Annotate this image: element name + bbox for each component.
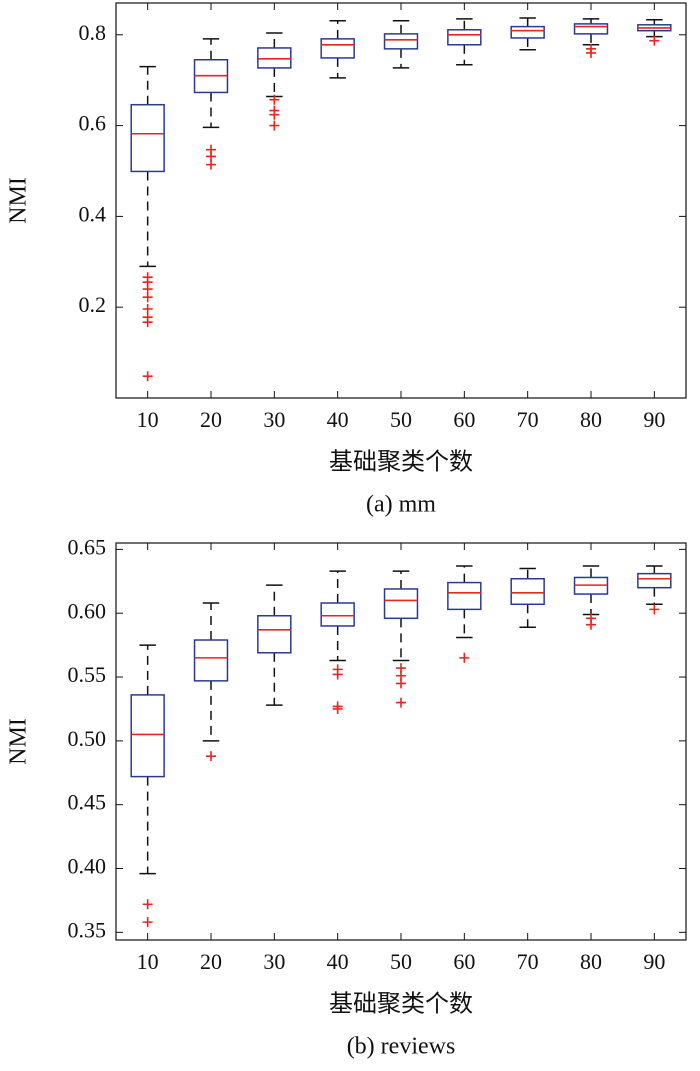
outlier — [396, 678, 406, 689]
x-tick-label: 20 — [200, 949, 222, 974]
box — [447, 581, 482, 611]
y-tick-label: 0.45 — [68, 790, 107, 815]
x-tick-label: 60 — [453, 407, 475, 432]
box — [257, 615, 292, 654]
outlier — [332, 703, 343, 714]
box — [383, 33, 419, 50]
box — [383, 588, 419, 620]
x-tick-label: 50 — [390, 949, 412, 974]
outlier — [206, 751, 216, 762]
y-tick-label: 0.8 — [79, 20, 107, 45]
y-axis-label: NMI — [6, 718, 32, 765]
outlier — [142, 371, 153, 382]
box — [510, 577, 545, 606]
caption: (b) reviews — [347, 1034, 456, 1060]
box — [573, 23, 609, 35]
box — [510, 25, 545, 39]
box — [130, 694, 165, 778]
caption: (a) mm — [366, 492, 436, 518]
outlier — [142, 317, 153, 328]
x-axis-label: 基础聚类个数 — [329, 449, 473, 476]
y-tick-label: 0.50 — [68, 726, 107, 751]
outlier — [332, 669, 343, 680]
outlier — [586, 47, 596, 58]
outlier — [269, 120, 280, 131]
x-tick-label: 80 — [580, 949, 602, 974]
y-tick-label: 0.65 — [68, 534, 107, 559]
box — [637, 572, 672, 589]
outlier — [649, 35, 660, 46]
x-tick-label: 40 — [327, 949, 349, 974]
x-tick-label: 50 — [390, 407, 412, 432]
x-tick-label: 90 — [643, 407, 665, 432]
y-tick-label: 0.35 — [68, 917, 107, 942]
x-tick-label: 30 — [263, 407, 285, 432]
x-tick-label: 70 — [517, 407, 539, 432]
box — [447, 29, 482, 46]
x-tick-label: 10 — [137, 949, 159, 974]
outlier — [269, 109, 280, 120]
box — [320, 602, 355, 627]
y-tick-label: 0.4 — [79, 201, 107, 226]
outlier — [396, 697, 406, 708]
x-axis-label: 基础聚类个数 — [329, 991, 473, 1018]
y-tick-label: 0.2 — [79, 292, 107, 317]
y-tick-label: 0.6 — [79, 111, 107, 136]
box — [320, 38, 355, 59]
outlier — [206, 159, 216, 170]
x-tick-label: 80 — [580, 407, 602, 432]
outlier — [649, 604, 660, 615]
x-tick-label: 10 — [137, 407, 159, 432]
y-axis-label: NMI — [6, 177, 32, 224]
x-tick-label: 60 — [453, 949, 475, 974]
outlier — [459, 652, 470, 663]
outlier — [142, 917, 153, 928]
x-tick-label: 20 — [200, 407, 222, 432]
x-tick-label: 90 — [643, 949, 665, 974]
y-tick-label: 0.55 — [68, 662, 107, 687]
outlier — [269, 94, 280, 105]
x-tick-label: 70 — [517, 949, 539, 974]
outlier — [142, 899, 153, 910]
y-tick-label: 0.60 — [68, 598, 107, 623]
box — [193, 639, 229, 682]
y-tick-label: 0.40 — [68, 854, 107, 879]
box — [130, 103, 165, 173]
x-tick-label: 40 — [327, 407, 349, 432]
outlier — [586, 619, 596, 630]
x-tick-label: 30 — [263, 949, 285, 974]
outlier — [142, 292, 153, 303]
box — [257, 47, 292, 69]
